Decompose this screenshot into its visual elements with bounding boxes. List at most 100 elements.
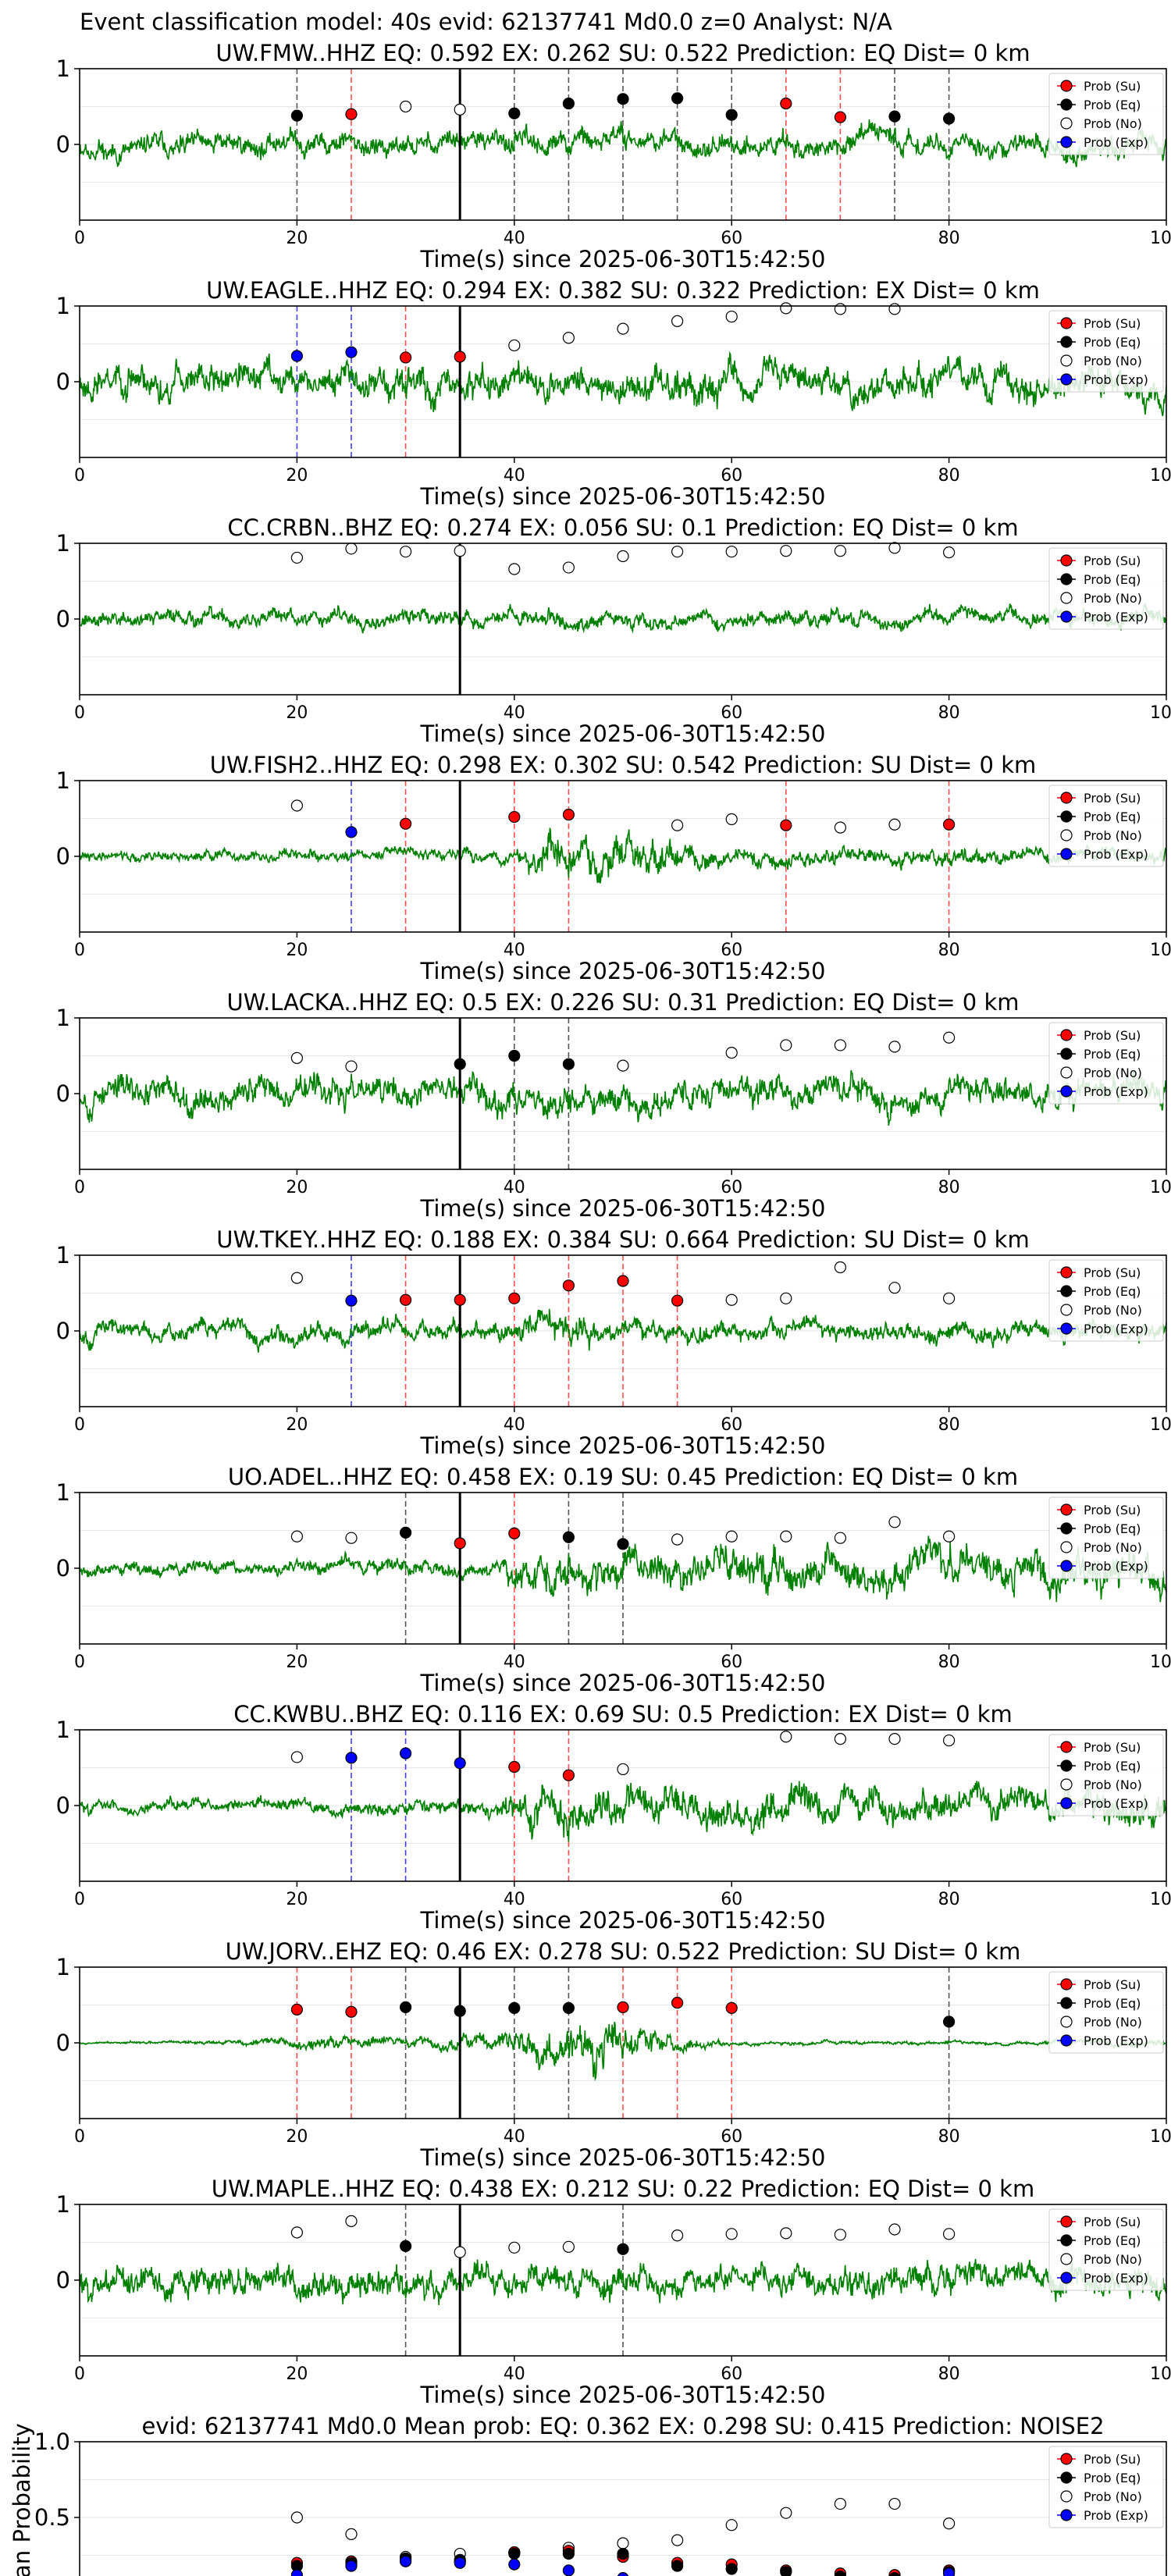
x-tick-label: 60 (721, 703, 742, 723)
panel-uw-jorv-ehz: UW.JORV..EHZ EQ: 0.46 EX: 0.278 SU: 0.52… (56, 1938, 1171, 2171)
legend-marker-su (1060, 1029, 1073, 1041)
legend-label: Prob (Su) (1084, 2452, 1141, 2467)
legend: Prob (Su) Prob (Eq) Prob (No) Prob (Exp) (1048, 1971, 1164, 2054)
prob-point-no (454, 103, 466, 116)
grid (80, 780, 1166, 895)
prob-point-su (562, 1279, 575, 1292)
prob-point-no (399, 546, 412, 558)
x-axis-label: Time(s) since 2025-06-30T15:42:50 (420, 1670, 826, 1696)
x-axis-label: Time(s) since 2025-06-30T15:42:50 (420, 246, 826, 272)
x-tick-label: 40 (504, 2364, 525, 2384)
y-tick-label: 0.5 (34, 2504, 70, 2531)
prob-point-eq (508, 2001, 521, 2014)
x-tick-label: 80 (938, 2127, 960, 2147)
legend: Prob (Su) Prob (Eq) Prob (No) Prob (Exp) (1048, 310, 1164, 393)
y-tick-label: 0 (56, 1080, 70, 1107)
panel-uw-fish2-hhz: UW.FISH2..HHZ EQ: 0.298 EX: 0.302 SU: 0.… (56, 752, 1171, 984)
legend-marker-exp (1060, 610, 1073, 623)
prob-point-no (834, 1261, 847, 1274)
prob-point-exp (345, 1294, 358, 1307)
prob-point-eq (399, 2001, 412, 2014)
prob-point-no (617, 550, 629, 563)
legend-label: Prob (Eq) (1084, 2233, 1141, 2248)
waveform-trace (80, 350, 1166, 417)
prob-point-su (345, 2005, 358, 2018)
prob-point-no (345, 2215, 358, 2227)
prob-point-no (725, 1047, 738, 1059)
legend-label: Prob (Eq) (1084, 809, 1141, 824)
legend-label: Prob (Eq) (1084, 98, 1141, 112)
legend-label: Prob (Eq) (1084, 1759, 1141, 1774)
legend-label: Prob (Exp) (1084, 2508, 1148, 2523)
prob-point-no (834, 1039, 847, 1051)
x-tick-label: 0 (74, 703, 85, 723)
grid (80, 1729, 1166, 1844)
mean-point-no (780, 2507, 792, 2519)
y-tick-label: 1 (56, 530, 70, 557)
y-tick-label: 1 (56, 55, 70, 82)
legend-marker-eq (1060, 1759, 1073, 1772)
prob-point-no (725, 546, 738, 558)
y-tick-label: 0 (56, 1792, 70, 1819)
legend-label: Prob (No) (1084, 2489, 1142, 2504)
prob-point-no (942, 2228, 956, 2240)
x-tick-label: 100 (1150, 229, 1171, 248)
legend-label: Prob (Exp) (1084, 1796, 1148, 1811)
x-axis-label: Time(s) since 2025-06-30T15:42:50 (420, 483, 826, 510)
prob-point-no (725, 2228, 738, 2240)
mean-point-eq (508, 2547, 521, 2560)
legend: Prob (Su) Prob (Eq) Prob (No) Prob (Exp) (1048, 547, 1164, 630)
y-tick-label: 0 (56, 2030, 70, 2056)
legend-label: Prob (Exp) (1084, 610, 1148, 624)
legend: Prob (Su) Prob (Eq) Prob (No) Prob (Exp) (1048, 1734, 1164, 1816)
prob-point-no (671, 1533, 684, 1546)
legend-marker-eq (1060, 1048, 1073, 1060)
x-tick-label: 20 (286, 1890, 308, 1909)
prob-point-su (617, 2001, 629, 2014)
legend-marker-no (1060, 1304, 1073, 1316)
x-tick-label: 100 (1150, 703, 1171, 723)
x-tick-label: 100 (1150, 1653, 1171, 1672)
panel-title: CC.CRBN..BHZ EQ: 0.274 EX: 0.056 SU: 0.1… (227, 514, 1018, 541)
x-tick-label: 60 (721, 941, 742, 960)
prob-point-no (508, 563, 521, 575)
x-tick-label: 100 (1150, 2364, 1171, 2384)
prob-point-no (508, 2241, 521, 2254)
prob-point-eq (942, 112, 956, 125)
prob-point-su (725, 2001, 738, 2014)
mean-point-eq (671, 2560, 684, 2572)
legend-marker-su (1060, 80, 1073, 92)
prob-point-exp (345, 1752, 358, 1764)
legend-marker-eq (1060, 98, 1073, 111)
x-tick-label: 100 (1150, 466, 1171, 486)
prob-point-no (888, 1282, 901, 1294)
legend-marker-su (1060, 2453, 1073, 2465)
prob-point-eq (562, 98, 575, 110)
legend-marker-no (1060, 2490, 1073, 2503)
y-tick-label: 0 (56, 1555, 70, 1582)
x-tick-label: 40 (504, 941, 525, 960)
prob-point-eq (617, 93, 629, 105)
legend-marker-su (1060, 1741, 1073, 1753)
prob-point-no (834, 303, 847, 315)
panel-uw-fmw-hhz: UW.FMW..HHZ EQ: 0.592 EX: 0.262 SU: 0.52… (56, 40, 1171, 272)
legend-marker-eq (1060, 573, 1073, 585)
waveform-trace (80, 2258, 1166, 2306)
y-tick-label: 1.0 (34, 2428, 70, 2455)
prob-point-no (290, 799, 303, 812)
x-tick-label: 80 (938, 2364, 960, 2384)
prob-point-su (671, 1996, 684, 2009)
x-axis-label: Time(s) since 2025-06-30T15:42:50 (420, 1907, 826, 1934)
x-tick-label: 0 (74, 1178, 85, 1197)
legend-label: Prob (Exp) (1084, 372, 1148, 387)
x-tick-label: 0 (74, 1890, 85, 1909)
panel-title: UW.EAGLE..HHZ EQ: 0.294 EX: 0.382 SU: 0.… (206, 277, 1040, 304)
prob-point-no (888, 303, 901, 315)
legend-label: Prob (Su) (1084, 791, 1141, 806)
prob-point-no (454, 545, 466, 557)
waveform-trace (80, 602, 1166, 634)
prob-point-su (508, 810, 521, 824)
x-tick-label: 60 (721, 1890, 742, 1909)
prob-point-eq (617, 2243, 629, 2255)
x-axis-label: Time(s) since 2025-06-30T15:42:50 (420, 1432, 826, 1459)
